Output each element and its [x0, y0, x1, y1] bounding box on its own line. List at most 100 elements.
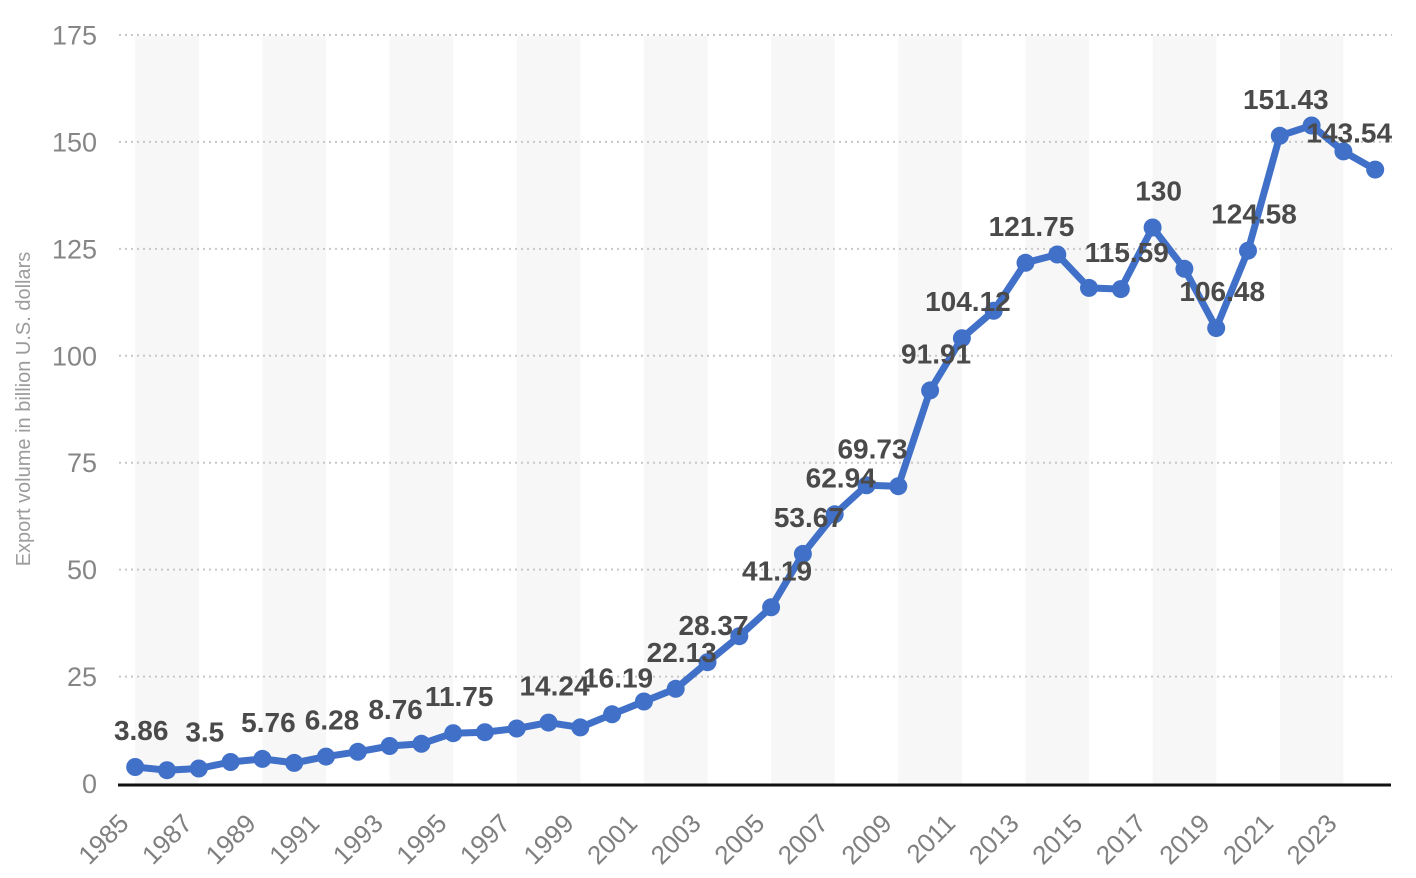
data-label-2003: 28.37 [678, 610, 748, 641]
data-point-1987[interactable] [189, 759, 208, 778]
data-point-2001[interactable] [634, 692, 653, 711]
plot-stripe [262, 36, 326, 785]
data-point-1988[interactable] [221, 753, 240, 771]
x-tick-2007: 2007 [772, 808, 834, 870]
gridlines-layer [119, 34, 1392, 678]
plot-stripe [643, 36, 708, 785]
data-point-1998[interactable] [539, 713, 558, 732]
y-tick-150: 150 [52, 127, 97, 157]
data-point-2014[interactable] [1048, 245, 1067, 264]
data-point-1985[interactable] [126, 758, 145, 776]
data-point-1999[interactable] [571, 718, 590, 737]
data-point-2019[interactable] [1207, 319, 1226, 338]
plot-stripe [389, 36, 454, 785]
x-tick-2013: 2013 [963, 808, 1025, 870]
data-point-2006[interactable] [793, 544, 812, 563]
data-point-2012[interactable] [984, 301, 1003, 320]
data-point-2013[interactable] [1016, 253, 1035, 272]
data-label-2005: 41.19 [742, 555, 812, 586]
x-tick-1991: 1991 [263, 808, 325, 870]
data-point-1993[interactable] [380, 737, 399, 755]
data-point-2009[interactable] [889, 477, 908, 496]
x-tick-2011: 2011 [900, 808, 961, 869]
data-point-2004[interactable] [730, 627, 749, 646]
data-point-1992[interactable] [348, 742, 367, 761]
y-axis-title: Export volume in billion U.S. dollars [13, 252, 35, 567]
plot-stripe [771, 36, 835, 785]
data-point-2016[interactable] [1111, 280, 1130, 299]
plot-stripe [516, 36, 581, 785]
series-layer [126, 116, 1385, 780]
x-tick-2015: 2015 [1026, 808, 1088, 870]
data-point-2023[interactable] [1334, 142, 1353, 161]
data-point-2011[interactable] [952, 329, 971, 348]
data-point-2002[interactable] [666, 679, 685, 698]
data-label-1989: 5.76 [241, 707, 296, 738]
data-label-2002: 22.13 [647, 637, 717, 668]
data-point-2000[interactable] [603, 705, 622, 724]
x-tick-2017: 2017 [1090, 808, 1152, 870]
x-tick-1997: 1997 [454, 808, 516, 870]
stripes-layer [135, 36, 1344, 785]
data-label-2000: 16.19 [583, 662, 653, 693]
x-tick-1985: 1985 [72, 808, 134, 870]
y-tick-100: 100 [52, 341, 97, 371]
data-point-2021[interactable] [1270, 126, 1289, 145]
data-label-1998: 14.24 [519, 671, 589, 702]
data-point-1997[interactable] [507, 719, 526, 738]
data-point-1994[interactable] [412, 734, 431, 753]
data-point-1995[interactable] [444, 724, 463, 743]
x-tick-1993: 1993 [327, 808, 389, 870]
data-point-1986[interactable] [158, 761, 176, 780]
y-tick-125: 125 [52, 234, 97, 264]
x-tick-1995: 1995 [390, 808, 452, 870]
data-point-2008[interactable] [857, 476, 876, 495]
data-label-1987: 3.5 [185, 717, 224, 748]
data-point-1991[interactable] [317, 747, 335, 766]
data-point-2020[interactable] [1239, 241, 1257, 260]
data-point-2003[interactable] [698, 653, 717, 672]
data-label-1991: 6.28 [305, 705, 360, 736]
data-point-2005[interactable] [762, 598, 781, 617]
data-label-2007: 62.94 [806, 462, 876, 493]
x-tick-1999: 1999 [517, 808, 579, 870]
data-point-2024[interactable] [1366, 160, 1385, 179]
data-label-2013: 121.75 [989, 211, 1075, 242]
data-point-2017[interactable] [1143, 218, 1162, 237]
data-label-2010: 91.91 [901, 338, 971, 369]
y-tick-175: 175 [52, 21, 97, 51]
data-label-2024: 143.54 [1306, 118, 1392, 149]
data-point-1990[interactable] [285, 753, 304, 772]
data-label-2006: 53.67 [774, 502, 844, 533]
data-point-2022[interactable] [1302, 116, 1321, 135]
data-label-1985: 3.86 [114, 715, 169, 746]
x-tick-2019: 2019 [1153, 808, 1215, 870]
data-point-2007[interactable] [825, 505, 844, 524]
plot-stripe [1152, 36, 1217, 785]
data-point-1996[interactable] [475, 723, 494, 742]
data-label-2016: 115.59 [1085, 237, 1169, 268]
y-tick-25: 25 [67, 662, 97, 692]
data-point-2018[interactable] [1175, 259, 1194, 278]
x-tick-2021: 2021 [1217, 808, 1279, 870]
y-tick-50: 50 [67, 555, 97, 585]
y-tick-0: 0 [82, 769, 97, 799]
data-label-2008: 69.73 [837, 433, 907, 464]
data-label-1995: 11.75 [425, 681, 494, 712]
x-tick-2003: 2003 [645, 808, 707, 870]
series-line [131, 122, 1379, 774]
data-label-1993: 8.76 [368, 694, 423, 725]
data-point-1989[interactable] [253, 749, 272, 768]
data-label-2021: 151.43 [1243, 84, 1329, 115]
data-label-2017: 130 [1135, 176, 1182, 207]
plot-stripe [135, 36, 199, 785]
plot-stripe [898, 36, 962, 785]
x-tick-1987: 1987 [136, 808, 198, 870]
data-label-2019: 106.48 [1179, 276, 1265, 307]
x-tick-2005: 2005 [708, 808, 770, 870]
data-point-2015[interactable] [1080, 278, 1098, 297]
data-point-2010[interactable] [921, 381, 940, 400]
data-label-2011: 104.12 [925, 286, 1011, 317]
